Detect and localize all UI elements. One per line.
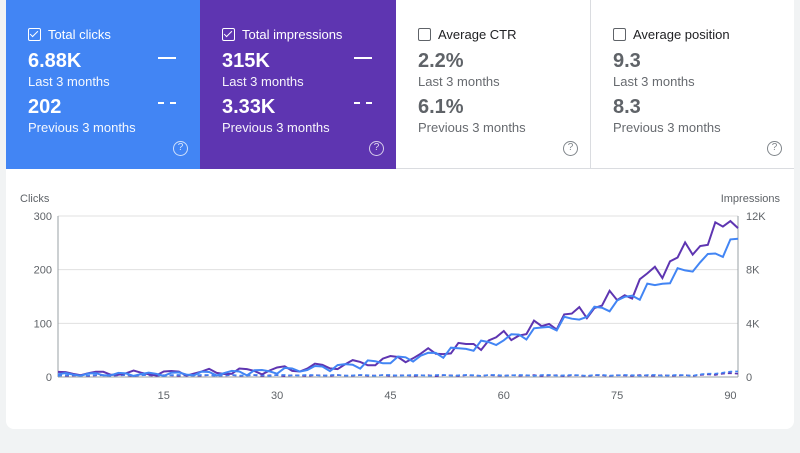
y-tick-left: 300 bbox=[34, 211, 52, 223]
dashed-line-legend-icon bbox=[158, 102, 176, 104]
checkbox-checked-icon[interactable] bbox=[222, 28, 235, 41]
y-axis-left-label: Clicks bbox=[20, 193, 50, 205]
x-tick-label: 90 bbox=[724, 390, 736, 402]
y-tick-right: 4K bbox=[746, 318, 760, 330]
y-tick-left: 100 bbox=[34, 318, 52, 330]
y-tick-right: 12K bbox=[746, 211, 766, 223]
card-value-current: 9.3 bbox=[613, 50, 641, 72]
card-average-position[interactable]: Average position 9.3 Last 3 months 8.3 P… bbox=[591, 0, 794, 169]
card-period-previous: Previous 3 months bbox=[418, 120, 526, 135]
chart-svg[interactable]: 0 0 100 4K 200 8K 300 12K 15 30 45 60 75 90 bbox=[6, 169, 794, 429]
x-tick-label: 30 bbox=[271, 390, 283, 402]
y-axis-right-label: Impressions bbox=[720, 193, 780, 205]
dashed-line-legend-icon bbox=[354, 102, 372, 104]
card-value-previous: 3.33K bbox=[222, 96, 276, 118]
card-value-previous: 6.1% bbox=[418, 96, 464, 118]
card-header: Average position bbox=[613, 27, 730, 42]
card-value-current: 2.2% bbox=[418, 50, 464, 72]
card-label: Average position bbox=[633, 27, 730, 42]
x-tick-label: 45 bbox=[384, 390, 396, 402]
series-clicks bbox=[57, 237, 739, 377]
y-tick-right: 8K bbox=[746, 265, 760, 277]
card-value-previous: 202 bbox=[28, 96, 62, 118]
card-label: Average CTR bbox=[438, 27, 517, 42]
y-tick-left: 200 bbox=[34, 265, 52, 277]
card-header: Total impressions bbox=[222, 27, 342, 42]
card-period-current: Last 3 months bbox=[28, 74, 110, 89]
solid-line-legend-icon bbox=[158, 57, 176, 59]
card-label: Total clicks bbox=[48, 27, 111, 42]
help-icon[interactable]: ? bbox=[173, 141, 188, 156]
x-tick-label: 60 bbox=[498, 390, 510, 402]
card-label: Total impressions bbox=[242, 27, 343, 42]
solid-line-legend-icon bbox=[354, 57, 372, 59]
help-icon[interactable]: ? bbox=[767, 141, 782, 156]
card-period-current: Last 3 months bbox=[418, 74, 500, 89]
card-period-previous: Previous 3 months bbox=[222, 120, 330, 135]
help-icon[interactable]: ? bbox=[369, 141, 384, 156]
performance-panel: Total clicks 6.88K Last 3 months 202 Pre… bbox=[6, 0, 794, 429]
card-value-current: 6.88K bbox=[28, 50, 82, 72]
card-total-clicks[interactable]: Total clicks 6.88K Last 3 months 202 Pre… bbox=[6, 0, 200, 169]
x-tick-label: 75 bbox=[611, 390, 623, 402]
card-total-impressions[interactable]: Total impressions 315K Last 3 months 3.3… bbox=[200, 0, 396, 169]
x-tick-label: 15 bbox=[158, 390, 170, 402]
card-period-current: Last 3 months bbox=[613, 74, 695, 89]
card-header: Total clicks bbox=[28, 27, 111, 42]
card-period-previous: Previous 3 months bbox=[28, 120, 136, 135]
y-tick-right: 0 bbox=[746, 372, 752, 384]
checkbox-checked-icon[interactable] bbox=[28, 28, 41, 41]
card-value-current: 315K bbox=[222, 50, 270, 72]
card-value-previous: 8.3 bbox=[613, 96, 641, 118]
checkbox-unchecked-icon[interactable] bbox=[418, 28, 431, 41]
metric-cards: Total clicks 6.88K Last 3 months 202 Pre… bbox=[6, 0, 794, 169]
help-icon[interactable]: ? bbox=[563, 141, 578, 156]
card-header: Average CTR bbox=[418, 27, 517, 42]
y-tick-left: 0 bbox=[46, 372, 52, 384]
checkbox-unchecked-icon[interactable] bbox=[613, 28, 626, 41]
card-average-ctr[interactable]: Average CTR 2.2% Last 3 months 6.1% Prev… bbox=[396, 0, 591, 169]
card-period-previous: Previous 3 months bbox=[613, 120, 721, 135]
series-previous-clicks bbox=[57, 370, 739, 377]
performance-chart: Clicks Impressions 0 0 100 4K 200 8K 300 12K 15 3… bbox=[6, 169, 794, 429]
card-period-current: Last 3 months bbox=[222, 74, 304, 89]
